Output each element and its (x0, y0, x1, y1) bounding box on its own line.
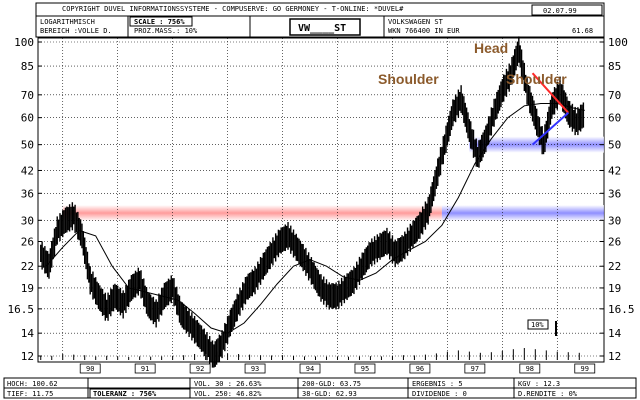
price-layer (40, 36, 585, 368)
chart-footer: HOCH: 100.62 TIEF: 11.75 TOLERANZ : 756%… (3, 377, 637, 399)
percent-box: 10% (527, 319, 557, 336)
moving-average-layer (45, 103, 585, 334)
x-tick-label: 93 (251, 365, 259, 373)
x-tick-box (464, 363, 486, 374)
footer-dividend: DIVIDENDE : 0 (412, 390, 467, 398)
last-price-text: 61.68 (572, 27, 593, 35)
scale-type-text: LOGARITHMISCH (40, 18, 95, 26)
y-tick-label-right: 70 (608, 89, 621, 102)
trendline-layer (531, 72, 570, 146)
x-tick-box (244, 363, 266, 374)
y-tick-label-right: 100 (608, 36, 628, 49)
y-tick-label-left: 70 (21, 89, 34, 102)
company-name-text: VOLKSWAGEN ST (388, 18, 444, 26)
y-tick-label-right: 60 (608, 112, 621, 125)
x-tick-label: 95 (361, 365, 369, 373)
footer-tolerance: TOLERANZ : 756% (93, 390, 157, 398)
y-tick-label-left: 60 (21, 112, 34, 125)
x-axis: 90 91 92 93 94 95 96 97 98 99 (79, 363, 596, 374)
x-tick-box (519, 363, 541, 374)
y-tick-label-right: 19 (608, 282, 621, 295)
x-tick-box (189, 363, 211, 374)
trendline-red-downtrend (531, 72, 570, 114)
y-tick-label-left: 85 (21, 60, 34, 73)
y-axis-left: 12 14 16.5 19 22 26 30 36 42 50 60 70 85 100 (8, 36, 42, 363)
x-tick-box (574, 363, 596, 374)
y-tick-label-right: 85 (608, 60, 621, 73)
x-tick-box (299, 363, 321, 374)
x-tick-label: 98 (526, 365, 534, 373)
date-text: 02.07.99 (543, 7, 577, 15)
y-tick-label-right: 42 (608, 164, 621, 177)
y-axis-right: 12 14 16.5 19 22 26 30 36 42 50 60 70 85 100 (600, 36, 635, 363)
band-resistance-red (62, 205, 442, 222)
y-tick-label-left: 30 (21, 214, 34, 227)
y-tick-label-right: 12 (608, 350, 621, 363)
y-tick-label-right: 50 (608, 139, 621, 152)
y-tick-label-left: 50 (21, 139, 34, 152)
y-tick-label-left: 12 (21, 350, 34, 363)
x-tick-label: 91 (141, 365, 149, 373)
footer-result: ERGEBNIS : 5 (412, 380, 463, 388)
y-tick-label-right: 30 (608, 214, 621, 227)
x-tick-box (354, 363, 376, 374)
x-tick-box (79, 363, 101, 374)
chart-header: COPYRIGHT DUVEL INFORMATIONSSYSTEME - CO… (35, 2, 605, 38)
percent-box-text: 10% (531, 321, 544, 329)
y-tick-label-left: 36 (21, 187, 34, 200)
y-tick-label-right: 14 (608, 327, 622, 340)
range-text: BEREICH :VOLLE D. (40, 27, 112, 35)
x-tick-box (409, 363, 431, 374)
wkn-text: WKN 766400 IN EUR (388, 27, 460, 35)
plot-frame (37, 37, 605, 363)
x-tick-label: 90 (86, 365, 94, 373)
y-tick-label-left: 14 (21, 327, 35, 340)
y-tick-label-left: 42 (21, 164, 34, 177)
y-tick-label-left: 26 (21, 235, 34, 248)
x-tick-label: 96 (416, 365, 424, 373)
band-support-blue-31 (441, 205, 604, 222)
x-tick-label: 94 (306, 365, 314, 373)
percent-measure-text: PROZ.MASS.: 10% (134, 27, 198, 35)
annotation-shoulder-left: Shoulder (378, 71, 439, 87)
x-tick-label: 99 (581, 365, 589, 373)
footer-low: TIEF: 11.75 (7, 390, 53, 398)
trendline-blue-uptrend (531, 112, 569, 146)
moving-average-line (45, 103, 585, 334)
volume-layer (40, 348, 580, 360)
footer-high: HOCH: 100.62 (7, 380, 58, 388)
y-tick-label-left: 19 (21, 282, 34, 295)
band-layer (62, 136, 604, 222)
y-tick-label-right: 22 (608, 260, 621, 273)
footer-yield: D.RENDITE : 0% (518, 390, 578, 398)
y-tick-label-right: 36 (608, 187, 621, 200)
scale-text: SCALE : 756% (134, 18, 185, 26)
ticker-text: VW____ST (298, 23, 346, 34)
y-tick-label-left: 16.5 (8, 303, 35, 316)
footer-vol30: VOL. 30 : 26.63% (194, 380, 262, 388)
annotation-head: Head (474, 40, 508, 56)
footer-38-gld: 38-GLD: 62.93 (302, 390, 357, 398)
y-tick-label-left: 100 (14, 36, 34, 49)
footer-200-gld: 200-GLD: 63.75 (302, 380, 361, 388)
y-tick-label-right: 26 (608, 235, 621, 248)
annotation-shoulder-right: Shoulder (506, 71, 567, 87)
x-tick-box (134, 363, 156, 374)
copyright-text: COPYRIGHT DUVEL INFORMATIONSSYSTEME - CO… (62, 5, 404, 13)
footer-vol250: VOL. 250: 46.82% (194, 390, 262, 398)
x-tick-label: 97 (471, 365, 479, 373)
y-tick-label-right: 16.5 (608, 303, 635, 316)
footer-kgv: KGV : 12.3 (518, 380, 560, 388)
x-tick-label: 92 (196, 365, 204, 373)
y-tick-label-left: 22 (21, 260, 34, 273)
